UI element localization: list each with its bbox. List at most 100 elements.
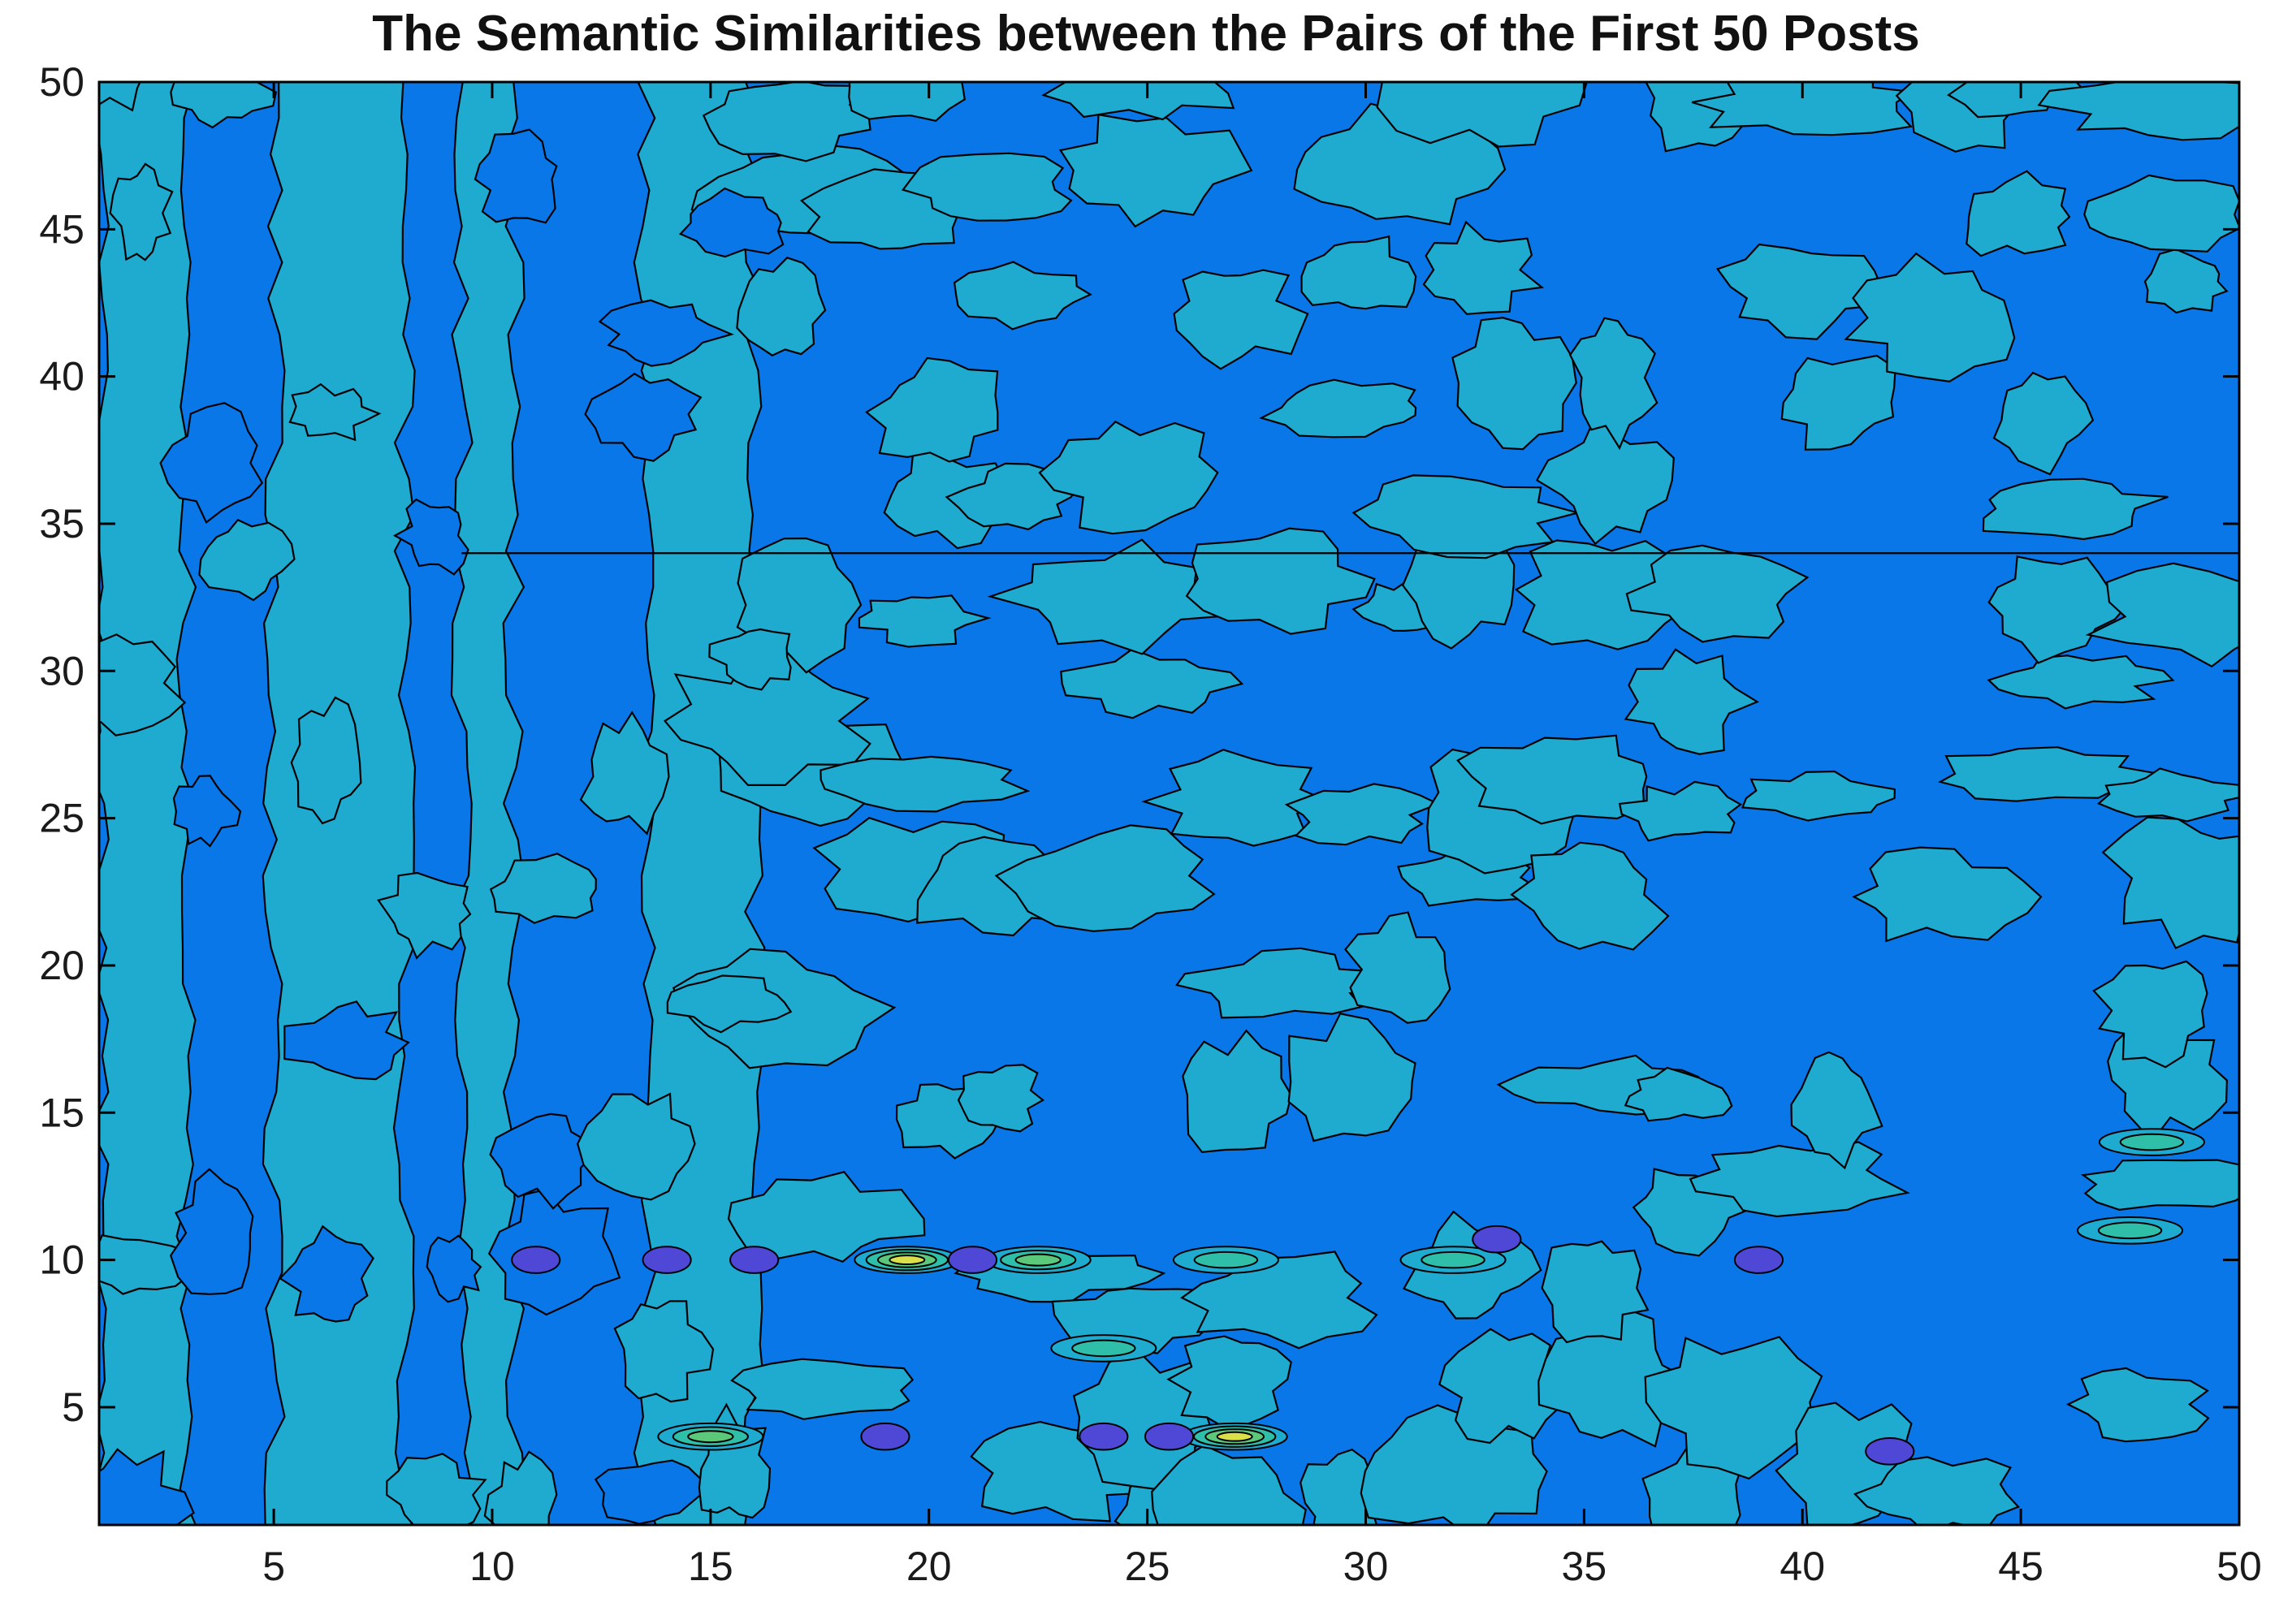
contour-patch-101: [2083, 174, 2239, 253]
peak-8-ring-2: [1071, 1339, 1136, 1358]
contour-patch-108: [169, 1168, 254, 1295]
contour-patch-64: [1514, 539, 1697, 650]
contour-patch-42: [1287, 1013, 1416, 1142]
contour-patch-29: [987, 538, 1235, 655]
contour-patch-46: [1259, 378, 1417, 438]
contour-band-0: [99, 82, 197, 1525]
contour-patch-14: [865, 356, 999, 463]
contour-patch-86: [1937, 746, 2161, 802]
contour-patch-128: [577, 1092, 696, 1201]
contour-patch-119: [377, 871, 472, 960]
contour-patch-97: [2101, 816, 2239, 950]
contour-patch-11: [819, 755, 1031, 813]
contour-patch-127: [613, 1300, 715, 1403]
contour-patch-126: [594, 1459, 704, 1525]
contour-patch-55: [1351, 474, 1582, 559]
dip-5: [1144, 1422, 1195, 1451]
contour-patch-88: [1987, 555, 2131, 664]
x-tick-label-5: 30: [1343, 1544, 1389, 1589]
contour-patch-76: [1689, 1141, 1910, 1218]
plot-frame: [97, 80, 2241, 1527]
peak-6-ring-2: [2097, 1221, 2163, 1240]
contour-patch-62: [1510, 841, 1670, 951]
contour-patch-28: [1060, 647, 1244, 719]
y-tick-label-2: 15: [39, 1090, 84, 1135]
y-tick-label-8: 45: [39, 206, 84, 252]
contour-patch-123: [489, 1112, 595, 1210]
x-tick-label-1: 10: [469, 1544, 515, 1589]
contour-patch-130: [584, 372, 703, 462]
contour-patch-0: [730, 1358, 915, 1420]
contour-patch-115: [290, 696, 362, 825]
x-tick-label-7: 40: [1780, 1544, 1825, 1589]
contour-patch-125: [474, 128, 558, 224]
x-tick-label-4: 25: [1125, 1544, 1170, 1589]
contour-patch-120: [392, 498, 469, 576]
peak-0-ring-4: [889, 1255, 926, 1266]
contour-patch-73: [1625, 544, 1810, 643]
plot-area: [99, 82, 2239, 1525]
contour-patch-30: [1038, 420, 1219, 535]
contour-patch-100: [2143, 248, 2229, 314]
contour-patch-106: [109, 162, 174, 261]
contour-patch-27: [994, 824, 1216, 932]
contour-patch-23: [901, 152, 1073, 222]
x-tick-label-6: 35: [1562, 1544, 1607, 1589]
contour-patch-111: [159, 402, 264, 525]
contour-patch-124: [489, 853, 597, 924]
peak-1-ring-4: [1216, 1431, 1253, 1442]
contour-patch-110: [198, 518, 296, 602]
contour-patch-35: [1180, 1250, 1378, 1350]
contour-patch-47: [1300, 235, 1417, 310]
contour-patch-22: [953, 261, 1092, 330]
contour-patch-39: [1185, 527, 1376, 635]
contour-patch-135: [678, 187, 785, 258]
peak-2-ring-3: [1014, 1253, 1062, 1267]
contour-patch-8: [702, 82, 871, 162]
contour-patch-34: [1166, 1335, 1292, 1428]
contour-patch-99: [2085, 562, 2239, 668]
contour-patch-89: [1982, 477, 2169, 541]
contour-patch-60: [1541, 1240, 1650, 1344]
contour-patch-6: [736, 257, 827, 356]
contour-patch-107: [99, 82, 141, 112]
contour-patch-129: [579, 710, 670, 836]
contour-patch-109: [172, 775, 242, 848]
peak-7-ring-2: [2119, 1133, 2185, 1151]
contour-patch-91: [1965, 170, 2071, 257]
y-tick-label-3: 20: [39, 943, 84, 988]
y-tick-label-4: 25: [39, 796, 84, 841]
contour-patch-80: [1715, 243, 1888, 340]
contour-patch-113: [279, 1224, 374, 1323]
peak-4-ring-2: [1193, 1250, 1259, 1269]
y-tick-label-6: 35: [39, 501, 84, 546]
contour-patch-93: [2065, 1367, 2210, 1443]
contour-patch-71: [1618, 780, 1743, 842]
dip-4: [1079, 1422, 1129, 1451]
contour-patch-58: [1376, 82, 1588, 148]
contour-patch-70: [1624, 1066, 1733, 1122]
x-tick-label-3: 20: [906, 1544, 952, 1589]
contour-patch-1: [727, 1171, 926, 1263]
y-tick-label-9: 50: [39, 59, 84, 105]
x-tick-label-0: 5: [262, 1544, 285, 1589]
peak-5-ring-2: [1421, 1250, 1485, 1269]
contour-patch-43: [1344, 911, 1451, 1024]
contour-patch-112: [170, 82, 278, 129]
contour-patch-79: [1780, 354, 1896, 451]
x-tick-label-9: 50: [2216, 1544, 2262, 1589]
x-tick-label-8: 45: [1998, 1544, 2043, 1589]
contour-patch-116: [288, 382, 382, 442]
dip-8: [1733, 1246, 1784, 1274]
chart-title: The Semantic Similarities between the Pa…: [372, 6, 1919, 62]
y-tick-label-5: 30: [39, 648, 84, 693]
dip-3: [860, 1422, 910, 1451]
contour-patch-121: [483, 1450, 558, 1525]
contour-patch-37: [1175, 947, 1394, 1019]
contour-patch-134: [708, 628, 792, 691]
contour-patch-83: [1852, 846, 2043, 943]
dip-2: [729, 1246, 780, 1274]
contour-patch-105: [99, 633, 187, 736]
